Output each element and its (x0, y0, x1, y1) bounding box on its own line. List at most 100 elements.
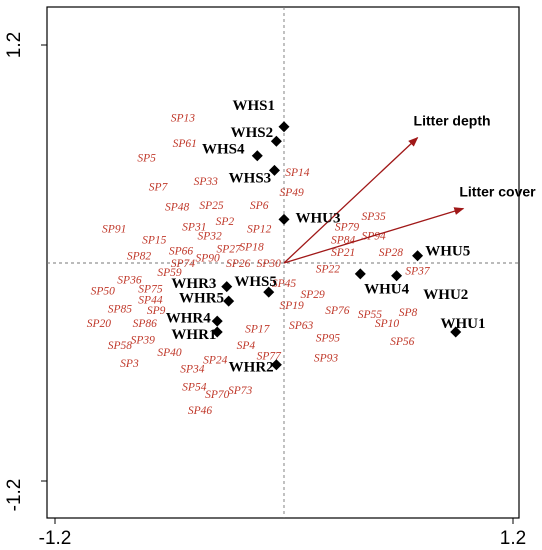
site-label: WHU5 (425, 243, 470, 259)
site-label: WHS1 (232, 98, 275, 114)
site-label: WHS3 (229, 171, 272, 187)
species-label: SP79 (335, 222, 360, 234)
species-label: SP45 (272, 278, 297, 290)
species-label: SP56 (390, 336, 415, 348)
species-label: SP14 (285, 167, 310, 179)
species-label: SP75 (138, 283, 163, 295)
species-label: SP73 (228, 385, 253, 397)
species-label: SP32 (197, 231, 222, 243)
species-label: SP18 (239, 242, 264, 254)
site-marker (391, 270, 403, 282)
site-label: WHU4 (364, 281, 410, 297)
y-tick-label-top: 1.2 (4, 32, 25, 58)
site-marker (223, 295, 235, 307)
environment-vectors: Litter depth Litter cover (283, 113, 536, 264)
species-label: SP4 (237, 340, 256, 352)
plot-frame (46, 6, 520, 519)
vector-arrow (283, 207, 465, 264)
y-tick-label-bottom: -1.2 (4, 479, 25, 512)
species-label: SP9 (147, 305, 166, 317)
species-label: SP39 (131, 334, 156, 346)
site-label: WHS4 (202, 142, 245, 158)
species-label: SP33 (194, 176, 219, 188)
species-label: SP26 (226, 258, 251, 270)
species-label: SP58 (108, 340, 133, 352)
species-label: SP46 (188, 405, 213, 417)
species-label: SP21 (331, 247, 355, 259)
species-label: SP22 (316, 263, 341, 275)
species-label: SP40 (157, 347, 182, 359)
species-labels: SP13 SP61 SP5 SP14 SP7 SP33 SP49 SP48 SP25 SP6 SP3… (87, 113, 431, 418)
species-label: SP95 (316, 332, 341, 344)
site-marker (278, 121, 290, 133)
site-marker (270, 135, 282, 147)
species-label: SP49 (279, 187, 304, 199)
species-label: SP27 (217, 243, 243, 255)
site-marker (450, 326, 462, 338)
species-label: SP44 (138, 294, 163, 306)
species-label: SP2 (216, 216, 235, 228)
species-label: SP24 (203, 354, 228, 366)
species-label: SP8 (399, 307, 418, 319)
site-label: WHU2 (423, 287, 468, 303)
x-tick-label-left: -1.2 (39, 528, 72, 549)
species-label: SP28 (379, 247, 404, 259)
species-label: SP29 (300, 289, 325, 301)
site-marker (251, 150, 263, 162)
species-label: SP5 (137, 153, 156, 165)
species-label: SP13 (171, 113, 196, 125)
species-label: SP30 (257, 258, 282, 270)
site-marker (270, 359, 282, 371)
species-label: SP63 (289, 320, 314, 332)
species-label: SP35 (362, 211, 387, 223)
site-marker (221, 281, 233, 293)
site-label: WHR1 (171, 327, 216, 343)
species-label: SP6 (250, 200, 269, 212)
species-label: SP34 (180, 363, 205, 375)
site-label: WHS5 (234, 274, 277, 290)
species-label: SP85 (108, 303, 133, 315)
species-label: SP61 (173, 138, 197, 150)
site-label: WHR5 (179, 291, 224, 307)
species-label: SP74 (171, 258, 196, 270)
species-label: SP55 (358, 309, 383, 321)
species-label: SP31 (182, 222, 206, 234)
site-marker (268, 164, 280, 176)
site-label: WHR3 (171, 276, 216, 292)
vector-arrow (283, 136, 419, 264)
species-label: SP7 (149, 182, 169, 194)
species-label: SP66 (169, 245, 194, 257)
species-label: SP48 (165, 202, 190, 214)
species-label: SP19 (279, 300, 304, 312)
species-label: SP37 (405, 265, 431, 277)
species-label: SP17 (245, 323, 271, 335)
species-label: SP59 (157, 267, 182, 279)
site-label: WHR2 (229, 360, 274, 376)
species-label: SP25 (199, 200, 224, 212)
site-marker (263, 286, 275, 298)
species-label: SP93 (314, 352, 339, 364)
vector-label: Litter depth (414, 113, 491, 129)
species-label: SP70 (205, 389, 230, 401)
species-label: SP86 (133, 318, 158, 330)
site-label: WHU3 (295, 211, 340, 227)
species-label: SP36 (117, 274, 142, 286)
site-marker (211, 326, 223, 338)
species-label: SP91 (102, 223, 126, 235)
species-label: SP10 (375, 318, 400, 330)
species-label: SP12 (247, 223, 272, 235)
species-label: SP76 (325, 305, 350, 317)
site-marker (211, 315, 223, 327)
species-label: SP15 (142, 234, 167, 246)
species-label: SP82 (127, 251, 152, 263)
site-label: WHS2 (231, 125, 274, 141)
x-tick-label-right: 1.2 (500, 528, 526, 549)
site-marker (412, 250, 424, 262)
species-label: SP54 (182, 382, 207, 394)
species-label: SP90 (196, 253, 221, 265)
site-label: WHU1 (440, 316, 485, 332)
species-label: SP20 (87, 318, 112, 330)
site-marker (354, 268, 366, 280)
